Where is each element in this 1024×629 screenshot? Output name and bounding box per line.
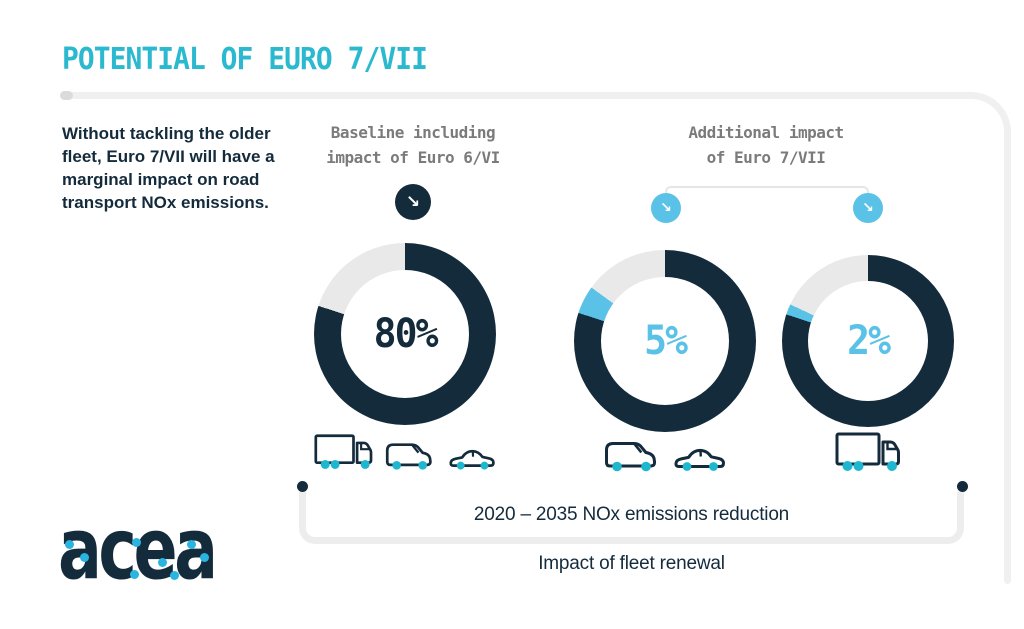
van-icon [386,443,432,470]
timeline-label: 2020 – 2035 NOx emissions reduction [473,503,790,525]
page-title: POTENTIAL OF EURO 7/VII [62,42,428,77]
decrease-arrow-badge-blue-2: ↘ [853,193,883,223]
donut-center: 2% [808,281,928,401]
truck-icon [835,432,900,471]
down-right-arrow-icon: ↘ [862,200,874,216]
logo-accent-dot [170,571,179,580]
bracket-endpoint-right [957,481,968,492]
vehicle-row-baseline [314,428,496,474]
heading-baseline: Baseline including impact of Euro 6/VI [326,123,500,167]
van-icon [605,442,657,472]
frame-border [62,92,1011,581]
down-right-arrow-icon: ↘ [405,192,421,212]
donut-center-value: 80% [373,311,439,357]
donut-chart-euro7-5: 5% [574,250,756,432]
donut-center: 80% [341,270,469,398]
logo-accent-dot [130,570,139,579]
donut-center: 5% [601,277,729,405]
fleet-renewal-caption: Impact of fleet renewal [538,553,725,574]
logo-accent-dot [158,558,167,567]
timeline-bracket: 2020 – 2035 NOx emissions reduction [299,492,964,544]
donut-center-value: 5% [644,318,688,364]
down-right-arrow-icon: ↘ [660,200,672,216]
vehicle-row-euro7-vans-cars [574,428,756,474]
caption-wrap: Impact of fleet renewal [299,553,964,575]
logo-accent-dot [132,538,141,547]
donut-chart-euro7-2: 2% [782,255,954,427]
acea-logo-text: acea [58,500,218,599]
logo-accent-dot [200,553,209,562]
car-icon [449,449,496,470]
acea-logo: acea [58,500,238,599]
frame-start-cap [60,91,73,100]
donut-chart-baseline-80: 80% [314,243,496,425]
logo-accent-dot [65,540,74,549]
vehicle-row-euro7-trucks [782,428,954,474]
intro-text: Without tackling the older fleet, Euro 7… [62,124,275,212]
heading-additional: Additional impact of Euro 7/VII [688,123,844,167]
logo-accent-dot [187,540,196,549]
car-icon [674,448,725,471]
logo-accent-dot [80,553,89,562]
donut-center-value: 2% [847,318,891,364]
decrease-arrow-badge-blue-1: ↘ [651,193,681,223]
truck-icon [314,434,373,469]
bracket-endpoint-left [297,481,308,492]
decrease-arrow-badge-dark: ↘ [395,184,431,220]
additional-impact-bracket [665,186,869,197]
frame-end-cap [1004,572,1011,584]
